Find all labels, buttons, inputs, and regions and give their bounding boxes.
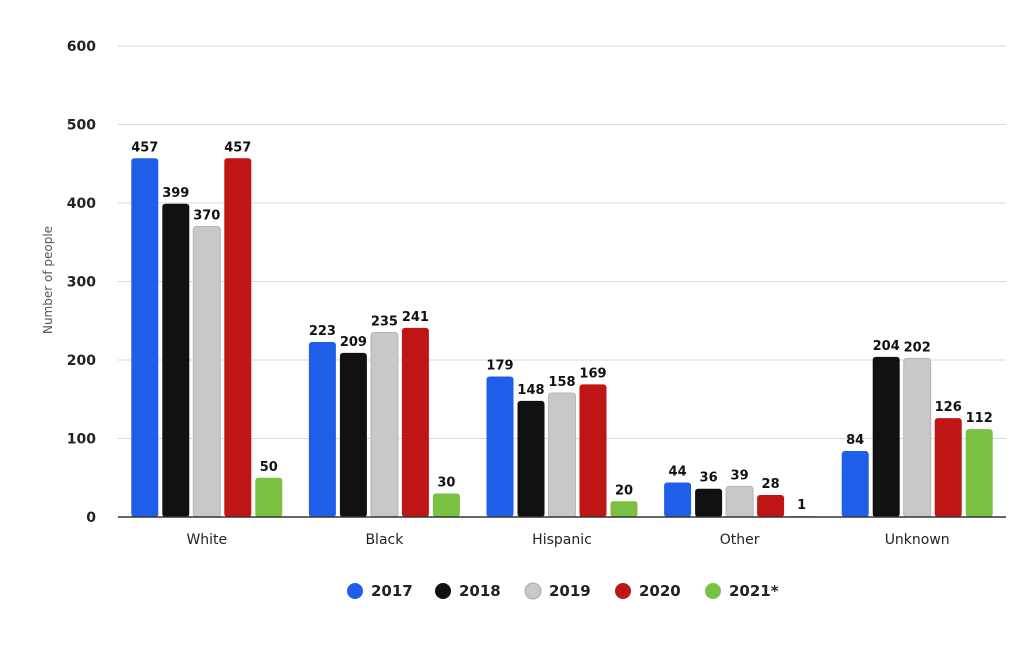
bar-black-2020	[401, 327, 429, 517]
x-axis-categories: White Black Hispanic Other Unknown	[186, 532, 949, 548]
data-label: 84	[846, 433, 864, 448]
bar-unknown-2019	[903, 357, 932, 518]
bar-white-2021	[255, 477, 283, 517]
bar-other-2017	[664, 482, 692, 517]
x-category-label: Unknown	[885, 532, 950, 548]
legend-marker	[524, 582, 542, 600]
legend-label: 2017	[371, 582, 413, 600]
bar-black-2017	[308, 341, 336, 517]
data-label: 20	[615, 483, 633, 498]
x-category-label: Black	[365, 532, 404, 548]
y-tick-label: 0	[86, 510, 96, 526]
bars	[131, 158, 993, 518]
bar-hispanic-2017	[486, 376, 514, 517]
legend-label: 2018	[459, 582, 501, 600]
data-label: 235	[371, 315, 398, 330]
x-category-label: Hispanic	[532, 532, 592, 548]
data-label: 457	[131, 140, 158, 155]
bar-black-2021	[432, 493, 460, 517]
bar-white-2017	[131, 158, 159, 517]
bar-other-2019	[725, 485, 754, 518]
legend: 2017 2018 2019 2020 2021*	[347, 582, 779, 600]
y-tick-label: 300	[67, 275, 96, 291]
bar-hispanic-2021	[610, 501, 638, 517]
bar-other-2018	[695, 488, 723, 517]
x-category-label: White	[186, 532, 227, 548]
bar-unknown-2017	[841, 451, 869, 517]
bar-other-2020	[757, 495, 785, 517]
gridlines	[118, 45, 1006, 439]
y-tick-label: 100	[67, 432, 96, 448]
data-label: 112	[966, 411, 993, 426]
data-label: 209	[340, 335, 367, 350]
data-label: 148	[517, 383, 544, 398]
y-axis-title: Number of people	[41, 226, 55, 334]
bar-hispanic-2020	[579, 384, 607, 517]
data-label: 44	[669, 464, 687, 479]
bar-hispanic-2018	[517, 400, 545, 517]
legend-label: 2019	[549, 582, 591, 600]
data-label: 158	[548, 375, 575, 390]
data-label: 28	[762, 477, 780, 492]
legend-marker	[347, 583, 363, 599]
data-label: 126	[935, 400, 962, 415]
bar-white-2020	[224, 158, 252, 517]
y-tick-label: 500	[67, 118, 96, 134]
bar-unknown-2020	[934, 418, 962, 517]
x-category-label: Other	[720, 532, 760, 548]
legend-marker	[615, 583, 631, 599]
data-label: 241	[402, 310, 429, 325]
bar-black-2019	[370, 332, 399, 518]
bar-white-2018	[162, 203, 190, 517]
data-label: 204	[873, 339, 900, 354]
data-label: 36	[700, 471, 718, 486]
bar-hispanic-2019	[548, 392, 576, 518]
legend-marker	[435, 583, 451, 599]
data-label: 370	[193, 209, 220, 224]
data-label: 39	[731, 468, 749, 483]
data-label: 202	[904, 340, 931, 355]
y-tick-label: 200	[67, 353, 96, 369]
bar-unknown-2018	[872, 356, 900, 517]
bar-unknown-2021	[965, 429, 993, 517]
data-label: 179	[486, 358, 513, 373]
y-tick-label: 600	[67, 39, 96, 55]
data-label: 50	[260, 460, 278, 475]
bar-white-2019	[192, 226, 221, 518]
data-label: 1	[797, 498, 806, 513]
legend-marker	[705, 583, 721, 599]
data-label: 399	[162, 186, 189, 201]
y-tick-label: 400	[67, 196, 96, 212]
legend-label: 2020	[639, 582, 681, 600]
data-label: 457	[224, 140, 251, 155]
bar-black-2018	[339, 352, 367, 517]
legend-label: 2021*	[729, 582, 779, 600]
data-label: 30	[437, 475, 455, 490]
data-labels: 457 399 370 457 50 223 209 235 241 30 179 148 158 169…	[131, 140, 993, 513]
data-label: 223	[309, 324, 336, 339]
data-label: 169	[579, 366, 606, 381]
y-axis-ticks: 0 100 200 300 400 500 600	[67, 39, 96, 526]
